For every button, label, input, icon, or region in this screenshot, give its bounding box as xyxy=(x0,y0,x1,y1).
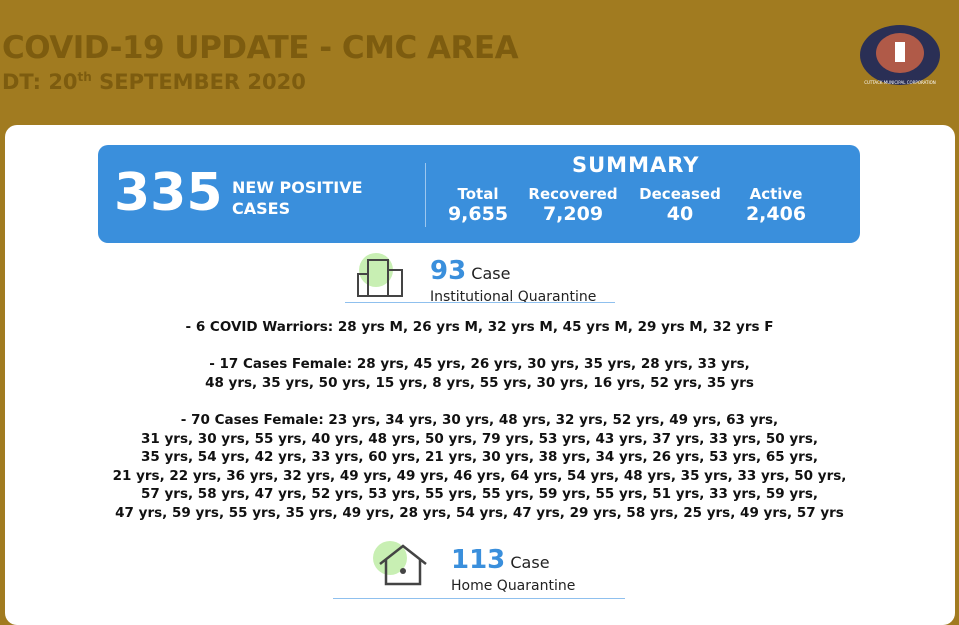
summary-value: 7,209 xyxy=(542,203,604,225)
date: DT: 20th SEPTEMBER 2020 xyxy=(2,70,306,94)
case-line: 47 yrs, 59 yrs, 55 yrs, 35 yrs, 49 yrs, … xyxy=(115,504,844,521)
home-header: 113 Case Home Quarantine xyxy=(451,545,575,594)
home-label: Home Quarantine xyxy=(451,578,576,594)
page: COVID-19 UPDATE - CMC AREA DT: 20th SEPT… xyxy=(2,25,955,625)
case-line: 21 yrs, 22 yrs, 36 yrs, 32 yrs, 49 yrs, … xyxy=(112,467,847,484)
summary-value: 40 xyxy=(666,203,694,225)
institutional-count: 93 xyxy=(430,256,467,286)
case-line: - 6 COVID Warriors: 28 yrs M, 26 yrs M, … xyxy=(185,319,774,335)
summary-value: 2,406 xyxy=(745,203,807,225)
logo: CUTTACK MUNICIPAL CORPORATION xyxy=(860,25,940,85)
summary-banner: 335 NEW POSITIVE CASES SUMMARY Total 9,65… xyxy=(98,145,860,243)
summary-item: Total 9,655 xyxy=(423,185,533,225)
case-line: - 17 Cases Female: 28 yrs, 45 yrs, 26 yr… xyxy=(209,356,750,372)
institutional-unit: Case xyxy=(471,264,511,283)
home-unit: Case xyxy=(510,553,550,572)
divider xyxy=(333,598,625,599)
case-line: 31 yrs, 30 yrs, 55 yrs, 40 yrs, 48 yrs, … xyxy=(141,430,818,447)
date-prefix: DT: 20 xyxy=(2,70,78,94)
new-cases: 335 xyxy=(114,163,223,223)
summary-label: Active xyxy=(749,185,803,203)
institutional-label: Institutional Quarantine xyxy=(430,289,597,305)
institutional-header: 93 Case Institutional Quarantine xyxy=(430,256,596,305)
summary-title: SUMMARY xyxy=(572,153,700,177)
summary-value: 9,655 xyxy=(447,203,509,225)
title: COVID-19 UPDATE - CMC AREA xyxy=(2,30,519,66)
separator xyxy=(425,163,426,227)
house-icon xyxy=(373,541,427,586)
summary-label: Deceased xyxy=(639,185,721,203)
summary-item: Deceased 40 xyxy=(625,185,735,225)
new-cases-label: NEW POSITIVE CASES xyxy=(232,178,363,218)
logo-text: CUTTACK MUNICIPAL CORPORATION xyxy=(864,80,936,85)
summary-item: Recovered 7,209 xyxy=(518,185,628,225)
summary-item: Active 2,406 xyxy=(721,185,831,225)
case-line: 48 yrs, 35 yrs, 50 yrs, 15 yrs, 8 yrs, 5… xyxy=(205,374,754,391)
date-suffix: th xyxy=(77,70,92,84)
case-line: 57 yrs, 58 yrs, 47 yrs, 52 yrs, 53 yrs, … xyxy=(141,486,818,502)
summary-label: Total xyxy=(457,185,499,203)
date-rest: SEPTEMBER 2020 xyxy=(99,70,306,94)
home-count: 113 xyxy=(451,545,506,575)
case-line: - 70 Cases Female: 23 yrs, 34 yrs, 30 yr… xyxy=(180,412,779,428)
case-line: 35 yrs, 54 yrs, 42 yrs, 33 yrs, 60 yrs, … xyxy=(141,449,818,465)
summary-label: Recovered xyxy=(528,185,618,203)
divider xyxy=(345,302,615,303)
building-icon xyxy=(357,253,403,297)
